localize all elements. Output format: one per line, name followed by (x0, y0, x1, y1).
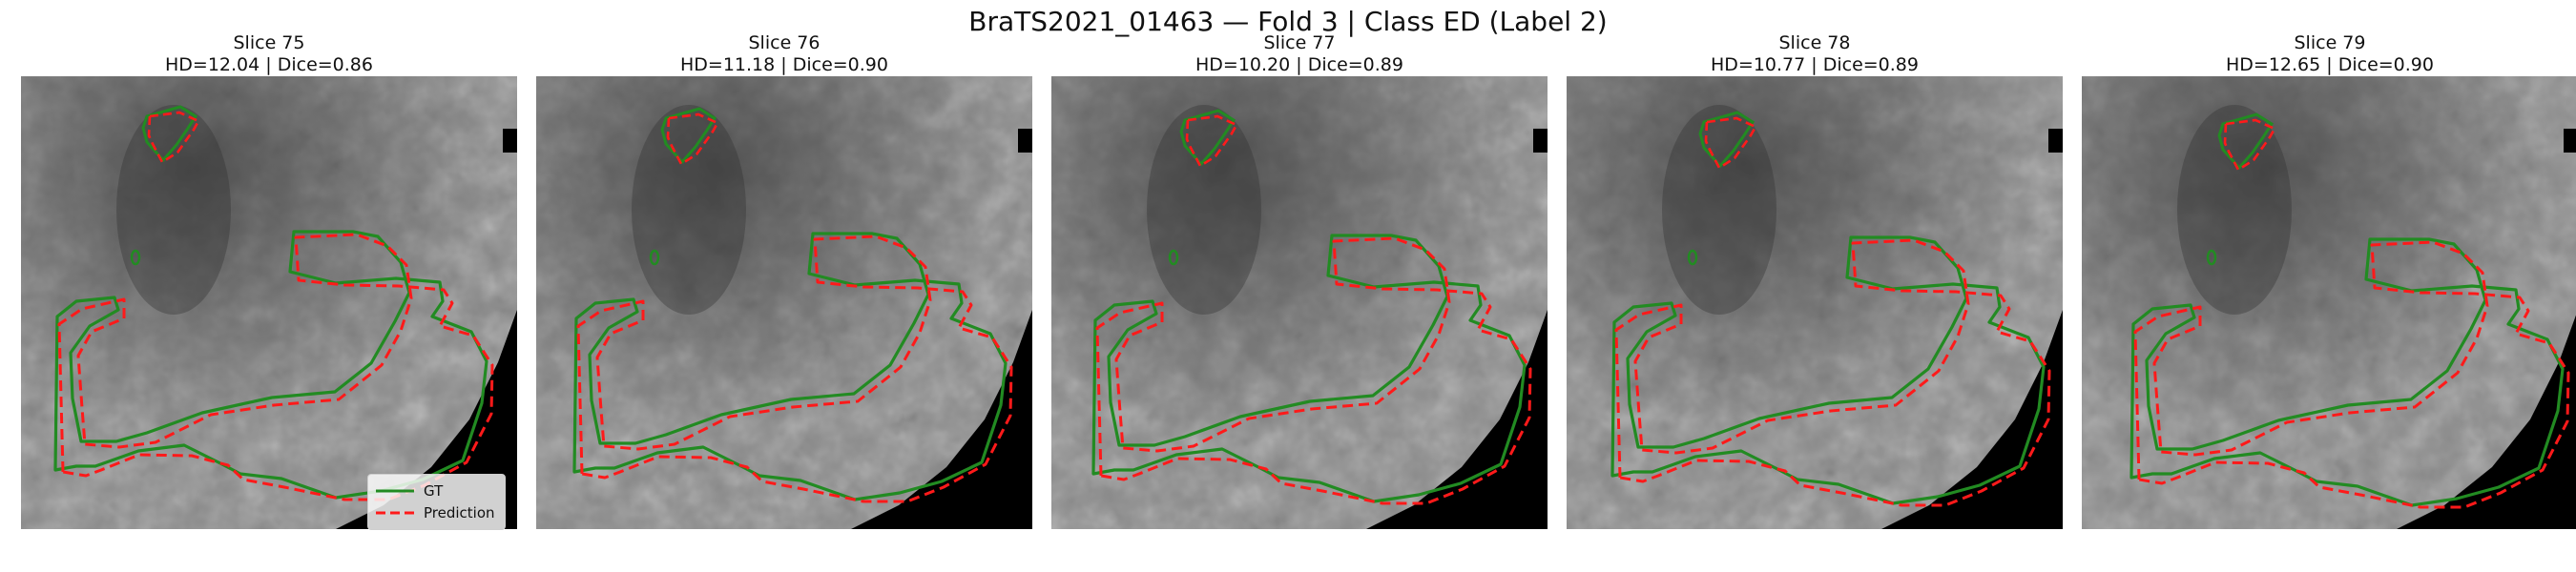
panel-title: Slice 78 HD=10.77 | Dice=0.89 (1567, 32, 2063, 76)
slice-metrics: HD=11.18 | Dice=0.90 (680, 54, 888, 75)
mri-slice-image (1051, 76, 1548, 529)
panel-slice-75: Slice 75 HD=12.04 | Dice=0.86 (21, 32, 517, 529)
slice-label: Slice 76 (748, 32, 821, 53)
slice-label: Slice 75 (233, 32, 305, 53)
mri-slice-svg (21, 76, 517, 529)
slice-metrics: HD=10.20 | Dice=0.89 (1195, 54, 1403, 75)
mri-slice-svg (1567, 76, 2063, 529)
mri-slice-image (21, 76, 517, 529)
panel-title: Slice 76 HD=11.18 | Dice=0.90 (536, 32, 1032, 76)
gt-line-swatch (376, 489, 414, 493)
mri-slice-svg (536, 76, 1032, 529)
figure-title: BraTS2021_01463 — Fold 3 | Class ED (Lab… (968, 6, 1608, 37)
slice-metrics: HD=12.65 | Dice=0.90 (2226, 54, 2434, 75)
legend-entry-prediction: Prediction (376, 503, 495, 522)
mri-slice-svg (2082, 76, 2576, 529)
mri-slice-image (1567, 76, 2063, 529)
legend: GT Prediction (367, 474, 506, 530)
slice-metrics: HD=10.77 | Dice=0.89 (1711, 54, 1919, 75)
slice-metrics: HD=12.04 | Dice=0.86 (165, 54, 373, 75)
legend-prediction-label: Prediction (424, 504, 495, 521)
prediction-line-swatch (376, 511, 414, 515)
slice-label: Slice 77 (1263, 32, 1336, 53)
slice-label: Slice 78 (1778, 32, 1851, 53)
panel-slice-76: Slice 76 HD=11.18 | Dice=0.90 (536, 32, 1032, 529)
panel-title: Slice 77 HD=10.20 | Dice=0.89 (1051, 32, 1548, 76)
mri-slice-image (2082, 76, 2576, 529)
panel-title: Slice 75 HD=12.04 | Dice=0.86 (21, 32, 517, 76)
panel-slice-78: Slice 78 HD=10.77 | Dice=0.89 (1567, 32, 2063, 529)
panel-slice-77: Slice 77 HD=10.20 | Dice=0.89 (1051, 32, 1548, 529)
mri-slice-svg (1051, 76, 1548, 529)
slice-label: Slice 79 (2294, 32, 2366, 53)
panel-title: Slice 79 HD=12.65 | Dice=0.90 (2082, 32, 2576, 76)
panel-slice-79: Slice 79 HD=12.65 | Dice=0.90 (2082, 32, 2576, 529)
legend-gt-label: GT (424, 482, 444, 500)
mri-slice-image (536, 76, 1032, 529)
legend-entry-gt: GT (376, 481, 443, 500)
